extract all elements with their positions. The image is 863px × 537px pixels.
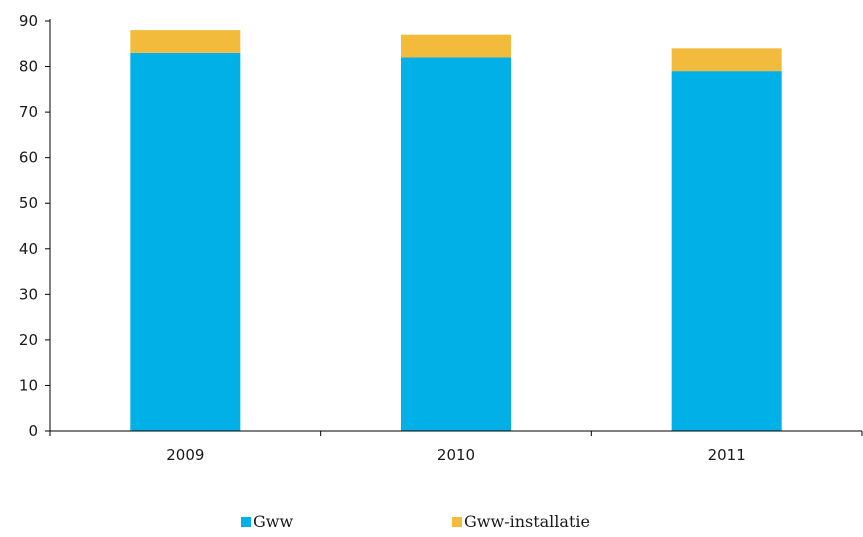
bar-gww-installatie-2010 [401, 34, 511, 58]
bar-gww-2010 [401, 57, 511, 431]
y-tick-label: 30 [19, 285, 38, 303]
x-axis: 2009 2010 2011 [49, 430, 863, 464]
legend-label-gww: Gww [253, 512, 294, 531]
y-tick-label: 50 [19, 194, 38, 212]
bar-gww-installatie-2011 [671, 48, 782, 72]
x-tick-label: 2010 [437, 446, 475, 464]
legend: Gww Gww-installatie [0, 512, 863, 534]
legend-label-gww-installatie: Gww-installatie [464, 512, 590, 531]
y-axis: 0 10 20 30 40 50 60 70 80 90 [19, 12, 51, 440]
y-tick-label: 40 [19, 240, 38, 258]
legend-swatch-gww-installatie [452, 516, 462, 527]
y-tick-label: 10 [19, 376, 38, 394]
x-tick-label: 2009 [166, 446, 204, 464]
bar-gww-2011 [671, 71, 782, 431]
legend-swatch-gww [241, 516, 251, 527]
legend-item-gww: Gww [241, 512, 293, 531]
plot-area [130, 30, 782, 432]
bar-gww-2009 [130, 52, 241, 432]
y-tick-label: 60 [19, 149, 38, 167]
legend-item-gww-installatie: Gww-installatie [452, 512, 590, 531]
bar-gww-installatie-2009 [130, 30, 241, 53]
y-tick-label: 90 [19, 12, 38, 30]
y-tick-label: 0 [28, 422, 38, 440]
y-tick-label: 70 [19, 103, 38, 121]
y-tick-label: 20 [19, 331, 38, 349]
x-tick-label: 2011 [708, 446, 746, 464]
y-tick-label: 80 [19, 58, 38, 76]
